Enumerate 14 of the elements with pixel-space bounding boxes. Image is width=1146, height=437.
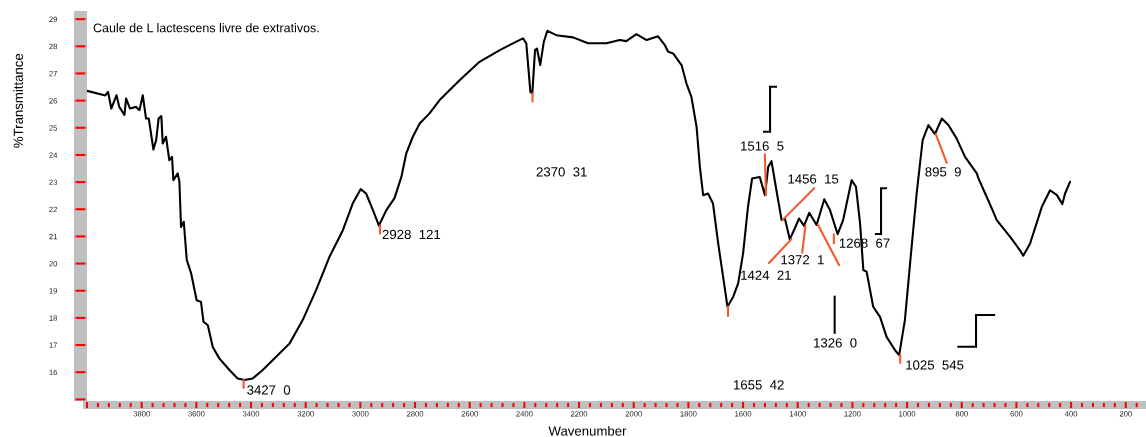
x-axis-title: Wavenumber [548, 425, 627, 436]
annotation: 895 9 [925, 167, 961, 177]
annotation: 1516 5 [741, 141, 784, 151]
text: Caule de L lactescens livre de extrativos. [93, 23, 319, 33]
annotation: 1025 545 [906, 360, 964, 370]
y-axis-title: %Transmittance [13, 53, 23, 148]
annotation: 2370 31 [536, 167, 587, 177]
annotation: 3427 0 [247, 385, 291, 395]
annotation: 1424 21 [741, 270, 791, 280]
annotation: 1655 42 [734, 380, 784, 390]
annotation: 1456 15 [788, 174, 839, 184]
annotation: 2928 121 [382, 229, 441, 240]
annotation: 1372 1 [781, 255, 824, 265]
annotation: 1326 0 [814, 338, 857, 348]
